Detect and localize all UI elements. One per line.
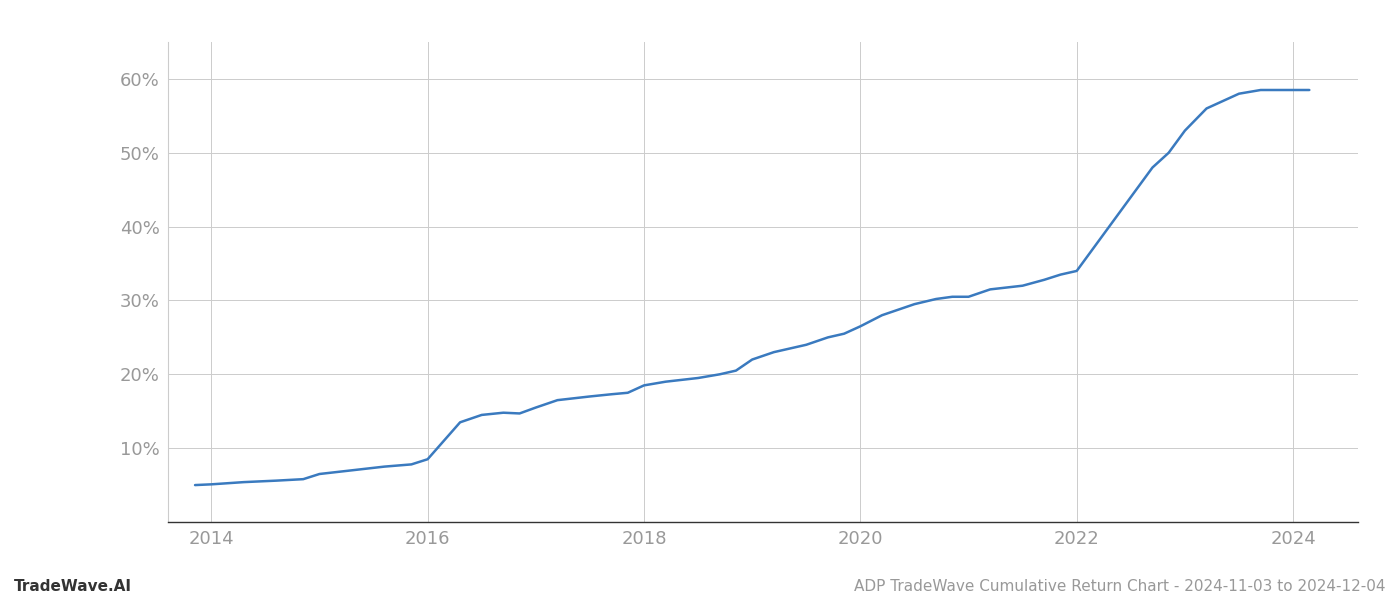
Text: TradeWave.AI: TradeWave.AI <box>14 579 132 594</box>
Text: ADP TradeWave Cumulative Return Chart - 2024-11-03 to 2024-12-04: ADP TradeWave Cumulative Return Chart - … <box>854 579 1386 594</box>
